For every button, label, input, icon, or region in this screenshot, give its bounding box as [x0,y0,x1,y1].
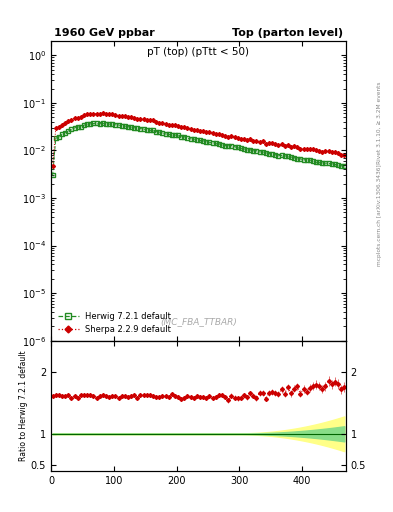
Text: Top (parton level): Top (parton level) [232,28,343,38]
Text: pT (top) (pTtt < 50): pT (top) (pTtt < 50) [147,47,250,57]
Text: mcplots.cern.ch [arXiv:1306.3436]: mcplots.cern.ch [arXiv:1306.3436] [377,164,382,266]
Text: (MC_FBA_TTBAR): (MC_FBA_TTBAR) [160,317,237,326]
Text: Rivet 3.1.10, ≥ 3.2M events: Rivet 3.1.10, ≥ 3.2M events [377,81,382,164]
Y-axis label: Ratio to Herwig 7.2.1 default: Ratio to Herwig 7.2.1 default [19,351,28,461]
Legend: Herwig 7.2.1 default, Sherpa 2.2.9 default: Herwig 7.2.1 default, Sherpa 2.2.9 defau… [55,309,174,336]
Text: 1960 GeV ppbar: 1960 GeV ppbar [54,28,155,38]
